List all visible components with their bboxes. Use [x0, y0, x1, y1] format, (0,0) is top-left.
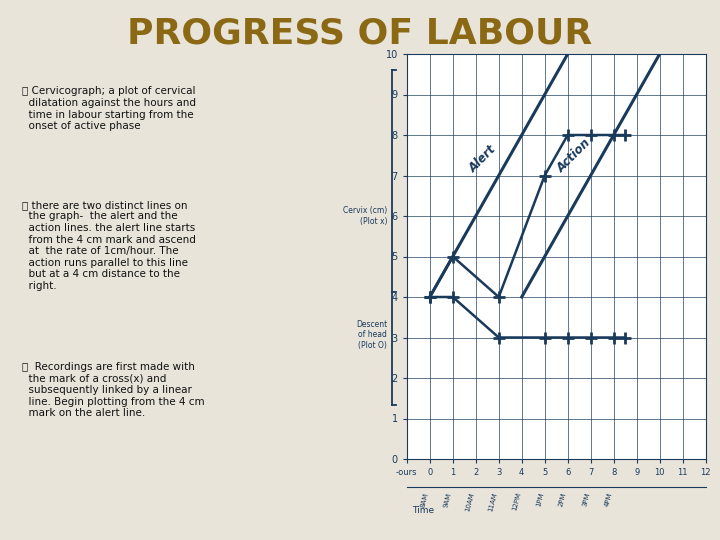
Text: PROGRESS OF LABOUR: PROGRESS OF LABOUR	[127, 16, 593, 50]
Text: ⤵  Recordings are first made with
  the mark of a cross(x) and
  subsequently li: ⤵ Recordings are first made with the mar…	[22, 362, 204, 418]
Text: Alert: Alert	[467, 143, 499, 176]
Text: Descent
of head
(Plot O): Descent of head (Plot O)	[356, 320, 387, 350]
Text: ⤵ Cervicograph; a plot of cervical
  dilatation against the hours and
  time in : ⤵ Cervicograph; a plot of cervical dilat…	[22, 86, 196, 131]
Text: Cervix (cm)
(Plot x): Cervix (cm) (Plot x)	[343, 206, 387, 226]
Text: ⤵ there are two distinct lines on
  the graph-  the alert and the
  action lines: ⤵ there are two distinct lines on the gr…	[22, 200, 195, 291]
Text: Time: Time	[412, 506, 434, 515]
Text: Action: Action	[555, 137, 594, 176]
